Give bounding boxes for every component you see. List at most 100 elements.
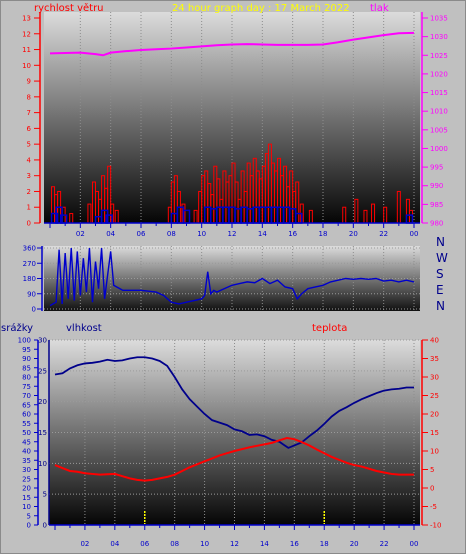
hour-tick-label: 04 xyxy=(110,540,119,548)
wind-pressure-gridlines xyxy=(79,12,415,223)
temperature-axis-label: teplota xyxy=(312,323,347,334)
humidity-axis-label: vlhkost xyxy=(66,323,102,334)
wind-direction-line xyxy=(49,247,415,307)
wind-speed-tick-label: 13 xyxy=(22,15,31,23)
wind-speed-tick-label: 10 xyxy=(22,62,31,70)
wind-speed-tick-label: 9 xyxy=(27,78,31,86)
chart-title: 24 hour graph day : 17 March 2022 xyxy=(172,3,350,14)
wind-speed-tick-label: 7 xyxy=(27,109,31,117)
hour-tick-label: 18 xyxy=(320,540,329,548)
wind-direction-tick-label: 90 xyxy=(27,290,36,298)
humidity-tick-label: 20 xyxy=(38,398,47,406)
humidity-tick-label: 0 xyxy=(43,522,47,530)
rain-tick-label: 45 xyxy=(22,438,31,446)
pressure-tick-label: 1000 xyxy=(430,145,448,153)
wind-direction-tick-label: 360 xyxy=(23,245,36,253)
hour-tick-label: 22 xyxy=(379,230,388,238)
hour-tick-label: 06 xyxy=(140,540,149,548)
wind-direction-series xyxy=(49,247,415,307)
pressure-tick-label: 1015 xyxy=(430,89,448,97)
humidity-tick-label: 30 xyxy=(38,337,47,345)
humidity-temperature-tick-labels: 02 04 06 08 10 12 14 16 18 20 22 000510152025303540… xyxy=(18,337,442,549)
wind-direction-tick-label: 270 xyxy=(23,260,36,268)
compass-label: S xyxy=(436,267,444,281)
wind-speed-tick-label: 4 xyxy=(27,156,32,164)
compass-label: W xyxy=(436,251,448,265)
hour-tick-label: 08 xyxy=(167,230,176,238)
temperature-tick-label: 25 xyxy=(430,392,439,400)
pressure-tick-label: 1025 xyxy=(430,52,448,60)
temperature-tick-label: 35 xyxy=(430,355,439,363)
temperature-tick-label: 40 xyxy=(430,337,439,345)
compass-label: E xyxy=(436,283,444,297)
pressure-tick-label: 990 xyxy=(430,182,443,190)
temperature-tick-label: 20 xyxy=(430,411,439,419)
temperature-line xyxy=(54,437,414,482)
humidity-temperature-axes xyxy=(34,339,428,530)
wind-pressure-axes xyxy=(34,12,428,228)
hour-tick-label: 00 xyxy=(410,540,419,548)
hour-tick-label: 10 xyxy=(197,230,206,238)
temperature-tick-label: -10 xyxy=(430,522,441,530)
humidity-tick-label: 25 xyxy=(38,367,47,375)
humidity-tick-label: 15 xyxy=(38,429,47,437)
hour-tick-label: 02 xyxy=(76,230,85,238)
hour-tick-label: 00 xyxy=(410,230,419,238)
temperature-tick-label: 30 xyxy=(430,374,439,382)
pressure-tick-label: 1030 xyxy=(430,33,448,41)
hour-tick-label: 04 xyxy=(106,230,115,238)
hour-tick-label: 22 xyxy=(380,540,389,548)
rain-tick-label: 55 xyxy=(22,420,31,428)
rain-axis-label: srážky xyxy=(1,322,33,334)
wind-speed-tick-label: 0 xyxy=(27,220,31,228)
rain-tick-label: 15 xyxy=(22,494,31,502)
hour-tick-label: 10 xyxy=(200,540,209,548)
humidity-tick-label: 5 xyxy=(43,491,47,499)
rain-tick-label: 75 xyxy=(22,383,31,391)
wind-direction-tick-label: 0 xyxy=(32,306,36,314)
wind-speed-tick-label: 3 xyxy=(27,172,31,180)
temperature-tick-label: 0 xyxy=(430,485,434,493)
rain-tick-label: 60 xyxy=(22,411,31,419)
wind-speed-tick-label: 5 xyxy=(27,141,31,149)
rain-tick-label: 20 xyxy=(22,485,31,493)
temperature-tick-label: 10 xyxy=(430,448,439,456)
rain-tick-label: 0 xyxy=(27,522,31,530)
humidity-tick-label: 10 xyxy=(38,460,47,468)
rain-tick-label: 30 xyxy=(22,466,31,474)
hour-tick-label: 18 xyxy=(319,230,328,238)
wind-speed-axis-label: rychlost větru xyxy=(34,2,104,14)
hour-tick-label: 16 xyxy=(288,230,297,238)
temperature-tick-label: -5 xyxy=(430,503,437,511)
hour-tick-label: 20 xyxy=(349,230,358,238)
hour-tick-label: 12 xyxy=(228,230,237,238)
wind-speed-tick-label: 8 xyxy=(27,93,31,101)
pressure-tick-label: 985 xyxy=(430,201,443,209)
wind-speed-tick-label: 1 xyxy=(27,204,31,212)
compass-label: N xyxy=(436,299,445,313)
hour-tick-label: 14 xyxy=(258,230,267,238)
compass-label: N xyxy=(436,235,445,249)
wind-direction-tick-label: 180 xyxy=(23,275,36,283)
rain-tick-label: 85 xyxy=(22,364,31,372)
pressure-tick-label: 1010 xyxy=(430,108,448,116)
hour-tick-label: 20 xyxy=(350,540,359,548)
temperature-tick-label: 5 xyxy=(430,466,434,474)
rain-tick-label: 35 xyxy=(22,457,31,465)
rain-tick-label: 10 xyxy=(22,503,31,511)
humidity-line xyxy=(54,356,414,449)
rain-tick-label: 70 xyxy=(22,392,31,400)
humidity-temperature-series xyxy=(54,356,414,524)
rain-tick-label: 5 xyxy=(27,512,31,520)
hour-tick-label: 02 xyxy=(80,540,89,548)
temperature-tick-label: 15 xyxy=(430,429,439,437)
rain-tick-label: 90 xyxy=(22,355,31,363)
wind-speed-tick-label: 12 xyxy=(22,30,31,38)
hour-tick-label: 12 xyxy=(230,540,239,548)
pressure-tick-label: 1035 xyxy=(430,15,448,23)
wind-direction-gridlines xyxy=(44,246,420,311)
rain-tick-label: 100 xyxy=(18,337,31,345)
pressure-tick-label: 995 xyxy=(430,164,443,172)
wind-direction-axes xyxy=(37,246,43,311)
